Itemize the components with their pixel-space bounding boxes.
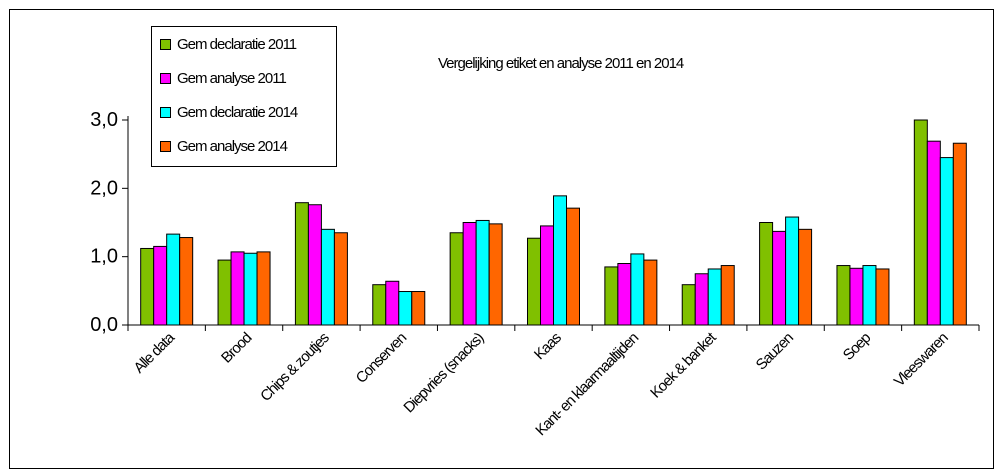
x-tick-label: Vleeswaren — [891, 329, 952, 390]
chart-frame: 0,0 1,0 2,0 3,0 Alle data Brood Chips & zoutje… — [9, 9, 994, 469]
bar — [475, 219, 490, 326]
y-tick-label: 2,0 — [90, 177, 118, 199]
bar — [166, 233, 181, 326]
bar — [707, 268, 722, 326]
x-tick-label: Soep — [840, 329, 874, 363]
bar — [449, 232, 464, 326]
legend-item-analyse-2011: Gem analyse 2011 — [160, 68, 287, 88]
chart-plot: 0,0 1,0 2,0 3,0 Alle data Brood Chips & zoutje… — [90, 109, 980, 439]
bar — [630, 253, 645, 326]
bar — [553, 195, 567, 326]
legend-swatch-declaratie-2014 — [160, 106, 171, 118]
legend-label-declaratie-2014: Gem declaratie 2014 — [177, 103, 298, 121]
chart-title: Vergelijking etiket en analyse 2011 en 2… — [438, 55, 684, 72]
bar — [875, 268, 890, 326]
bar — [153, 245, 168, 326]
legend-swatch-analyse-2014 — [160, 140, 171, 152]
bar — [333, 232, 348, 326]
bar — [411, 291, 426, 326]
bar — [566, 207, 580, 326]
x-tick-label: Chips & zoutjes — [257, 329, 332, 404]
bar — [372, 284, 387, 326]
legend-swatch-declaratie-2011 — [160, 38, 171, 50]
x-tick-label: Brood — [218, 329, 255, 366]
x-tick-label: Diepvries (snacks) — [400, 329, 487, 416]
bar — [952, 142, 967, 326]
bar — [785, 216, 800, 326]
bar — [836, 265, 851, 326]
bar — [320, 228, 335, 326]
legend-label-analyse-2014: Gem analyse 2014 — [177, 137, 288, 155]
bar — [862, 265, 877, 326]
bar — [307, 204, 322, 326]
y-tick-label: 1,0 — [90, 246, 118, 268]
y-tick-label: 3,0 — [90, 109, 118, 131]
x-tick-label: Alle data — [131, 329, 179, 377]
bar — [398, 291, 413, 326]
bar — [926, 140, 941, 326]
y-tick-label: 0,0 — [90, 314, 118, 336]
bar — [604, 266, 619, 326]
bar — [230, 251, 245, 326]
legend-label-analyse-2011: Gem analyse 2011 — [177, 69, 287, 87]
bar — [694, 273, 709, 326]
legend-item-declaratie-2014: Gem declaratie 2014 — [160, 102, 298, 122]
bar — [849, 267, 864, 326]
legend: Gem declaratie 2011 Gem analyse 2011 Gem… — [151, 26, 337, 167]
bar — [720, 265, 735, 326]
bar — [140, 247, 155, 326]
bar — [385, 280, 400, 326]
bar — [540, 225, 554, 326]
bar — [527, 237, 541, 326]
bar — [759, 222, 774, 326]
x-tick-label: Sauzen — [753, 329, 797, 373]
bar — [294, 202, 309, 326]
legend-label-declaratie-2011: Gem declaratie 2011 — [177, 35, 297, 53]
x-tick-label: Conserven — [353, 329, 410, 386]
bar — [913, 119, 928, 326]
bar — [217, 259, 232, 326]
bar — [617, 263, 632, 326]
bar — [772, 230, 787, 326]
bar — [488, 223, 503, 326]
bar — [681, 284, 696, 326]
bar — [939, 157, 954, 326]
legend-item-declaratie-2011: Gem declaratie 2011 — [160, 34, 297, 54]
bar — [243, 252, 258, 326]
legend-swatch-analyse-2011 — [160, 72, 171, 84]
bar — [256, 251, 271, 326]
bar — [462, 222, 477, 326]
bar — [179, 237, 194, 326]
x-tick-label: Koek & banket — [647, 329, 720, 402]
legend-item-analyse-2014: Gem analyse 2014 — [160, 136, 288, 156]
bar — [798, 228, 813, 326]
bar — [643, 259, 658, 326]
x-tick-label: Kaas — [531, 329, 565, 363]
